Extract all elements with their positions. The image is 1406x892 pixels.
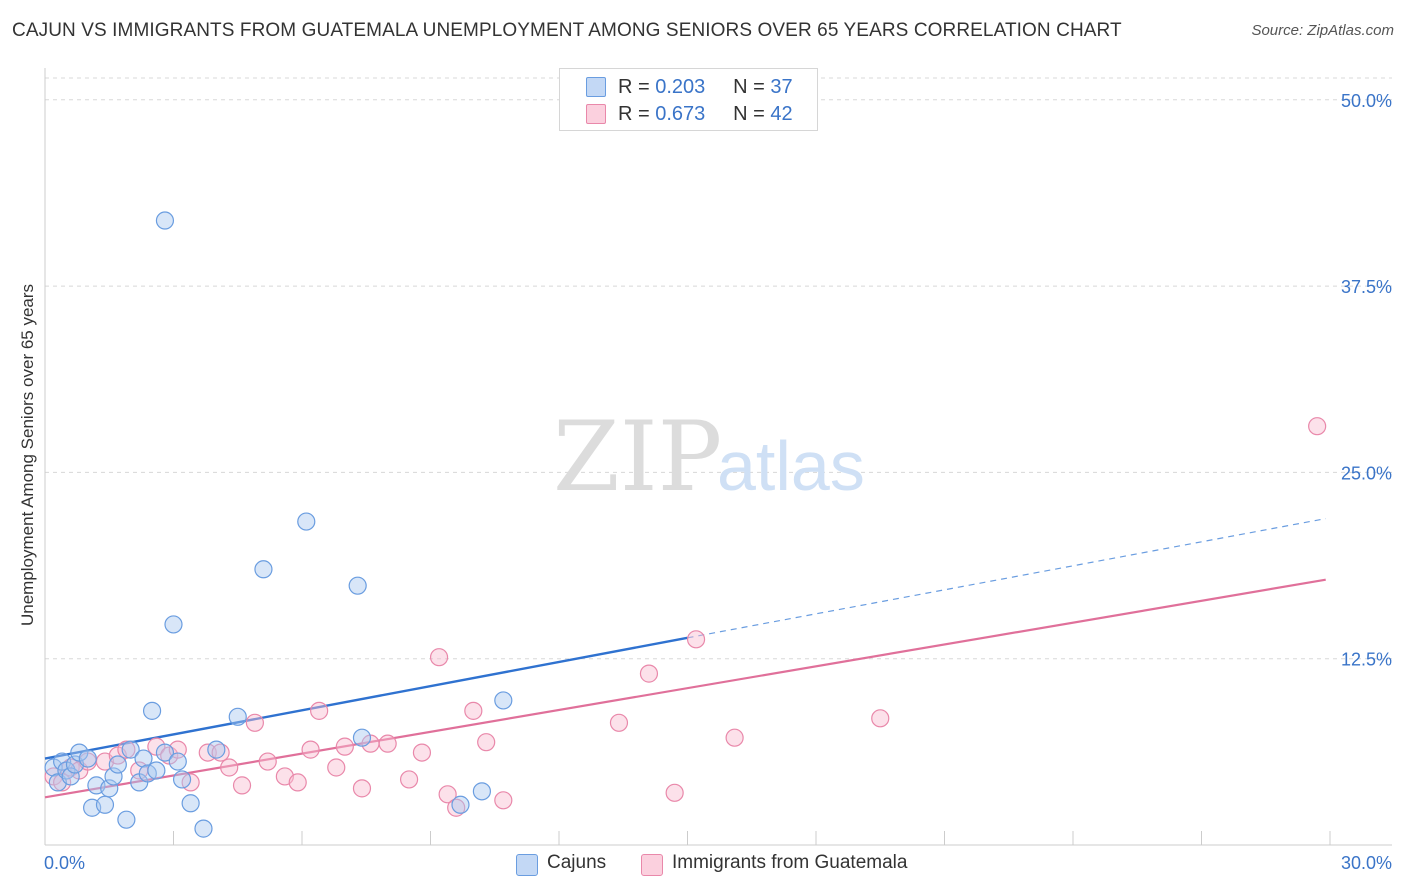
data-points: [44, 211, 1327, 838]
guatemala-point: [464, 701, 483, 720]
cajun-point: [121, 740, 140, 759]
cajun-legend-swatch: [516, 854, 538, 876]
guatemala-point: [399, 770, 419, 789]
guatemala-legend-swatch: [641, 854, 663, 876]
guatemala-point: [686, 630, 706, 649]
guatemala-point: [477, 733, 496, 752]
guatemala-point: [327, 758, 346, 777]
legend-r-label: R =: [618, 103, 650, 125]
correlation-legend: R = 0.203 N = 37 R = 0.673 N = 42: [559, 68, 818, 131]
cajun-point: [181, 794, 200, 813]
guatemala-point: [220, 758, 239, 777]
cajun-point: [147, 761, 166, 780]
cajun-trend-extension: [687, 518, 1326, 639]
legend-n-value: 42: [770, 103, 793, 125]
y-tick-label: 37.5%: [1341, 277, 1392, 297]
cajun-point: [352, 728, 372, 747]
y-tick-label: 50.0%: [1341, 91, 1392, 111]
cajun-point: [194, 819, 213, 838]
cajun-point: [155, 743, 175, 762]
cajun-point: [108, 755, 127, 774]
guatemala-legend-label: Immigrants from Guatemala: [672, 852, 908, 873]
cajun-point: [100, 779, 119, 798]
guatemala-point: [639, 664, 659, 683]
guatemala-point: [301, 740, 320, 759]
trend-lines: [44, 518, 1326, 799]
guatemala-point: [412, 743, 432, 762]
cajun-point: [164, 615, 183, 634]
legend-n-label: N =: [733, 76, 765, 98]
cajun-point: [207, 740, 226, 759]
cajun-point: [95, 795, 115, 814]
guatemala-point: [725, 728, 744, 747]
guatemala-point: [665, 783, 684, 802]
cajun-point: [142, 701, 162, 720]
cajun-point: [297, 512, 316, 531]
cajun-point: [78, 749, 97, 768]
guatemala-point: [609, 713, 629, 732]
legend-n-label: N =: [733, 103, 765, 125]
cajun-point: [104, 767, 123, 786]
cajun-swatch: [586, 77, 606, 97]
cajun-point: [254, 560, 273, 579]
x-tick-label: 30.0%: [1341, 853, 1392, 873]
cajun-point: [155, 211, 175, 230]
watermark-zip: ZIP: [553, 401, 722, 513]
cajun-point: [348, 576, 367, 595]
guatemala-point: [258, 752, 277, 771]
cajun-point: [228, 707, 247, 726]
legend-r-value: 0.673: [655, 103, 706, 125]
cajun-point: [451, 795, 470, 814]
guatemala-swatch: [586, 104, 606, 124]
guatemala-point: [310, 701, 329, 720]
cajun-point: [494, 691, 513, 710]
guatemala-point: [378, 734, 397, 753]
guatemala-point: [288, 773, 307, 792]
cajun-point: [134, 749, 153, 768]
guatemala-point: [117, 740, 136, 759]
gridlines: [45, 77, 1392, 660]
cajun-point: [172, 770, 192, 789]
guatemala-point: [335, 737, 354, 756]
cajun-legend-label: Cajuns: [547, 852, 607, 873]
guatemala-trend-line: [44, 578, 1326, 799]
tick-labels: 12.5% 25.0% 37.5% 50.0% 0.0% 30.0%: [44, 91, 1392, 873]
cajun-trend-line: [44, 636, 688, 760]
guatemala-point: [438, 785, 457, 804]
guatemala-point: [352, 779, 372, 798]
legend-r-label: R =: [618, 76, 650, 98]
guatemala-point: [1308, 417, 1327, 436]
y-tick-label: 25.0%: [1341, 463, 1392, 483]
legend-r-value: 0.203: [655, 76, 706, 98]
cajun-point: [61, 767, 80, 786]
watermark-atlas: atlas: [717, 427, 865, 505]
chart-title: CAJUN VS IMMIGRANTS FROM GUATEMALA UNEMP…: [12, 20, 1122, 41]
cajun-point: [472, 782, 491, 801]
legend-n-value: 37: [770, 76, 793, 98]
y-tick-label: 12.5%: [1341, 650, 1392, 670]
guatemala-point: [245, 713, 264, 732]
source-label: Source: ZipAtlas.com: [1251, 22, 1394, 39]
y-axis-label: Unemployment Among Seniors over 65 years: [18, 283, 37, 627]
guatemala-point: [232, 776, 252, 795]
guatemala-point: [429, 648, 449, 667]
cajun-point: [117, 810, 136, 829]
guatemala-point: [494, 791, 513, 810]
guatemala-point: [871, 709, 890, 728]
x-tick-label: 0.0%: [44, 853, 85, 873]
cajun-point: [168, 752, 187, 771]
axes: [44, 68, 1392, 846]
